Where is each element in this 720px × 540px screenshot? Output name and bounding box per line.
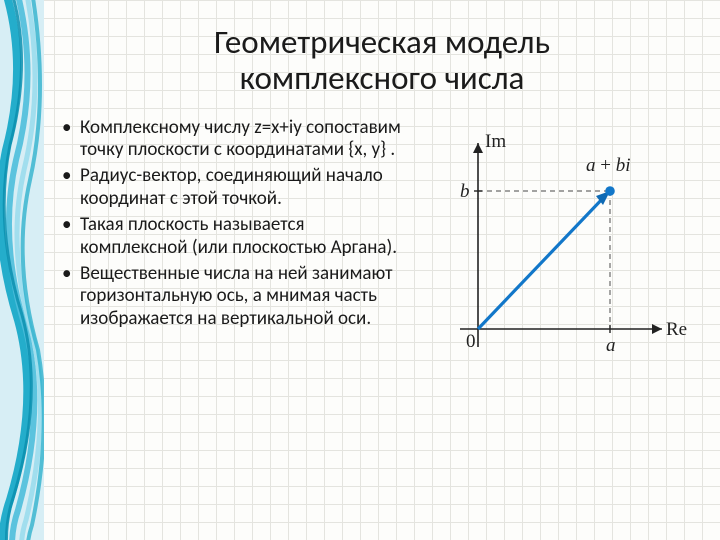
slide-content: Геометрическая модель комплексного числа… bbox=[44, 0, 720, 540]
decorative-left-strip bbox=[0, 0, 44, 540]
bullet-item: Вещественные числа на ней занимают гориз… bbox=[62, 263, 412, 330]
diagram-container: Im Re 0 a b a + bi bbox=[430, 117, 690, 389]
bullet-item: Такая плоскость называется комплексной (… bbox=[62, 214, 412, 259]
bullet-list: Комплексному числу z=x+iy сопоставим точ… bbox=[62, 117, 412, 335]
x-axis-arrow-icon bbox=[652, 324, 662, 334]
radius-vector bbox=[478, 195, 606, 329]
origin-label: 0 bbox=[466, 331, 476, 352]
a-axis-label: a bbox=[606, 335, 616, 356]
bullet-item: Радиус-вектор, соединяющий начало коорди… bbox=[62, 165, 412, 210]
b-axis-label: b bbox=[460, 181, 470, 202]
complex-plane-diagram: Im Re 0 a b a + bi bbox=[430, 129, 690, 389]
point-label-plus: + bbox=[596, 155, 616, 176]
title-line-2: комплексного числа bbox=[240, 58, 525, 98]
im-axis-label: Im bbox=[485, 131, 506, 152]
re-axis-label: Re bbox=[666, 319, 687, 340]
content-row: Комплексному числу z=x+iy сопоставим точ… bbox=[62, 117, 702, 389]
point-label-i: i bbox=[625, 155, 630, 176]
point-label: a + bi bbox=[586, 155, 631, 176]
bullet-item: Комплексному числу z=x+iy сопоставим точ… bbox=[62, 117, 412, 162]
y-axis-arrow-icon bbox=[473, 143, 483, 153]
slide-title: Геометрическая модель комплексного числа bbox=[62, 24, 702, 97]
complex-point bbox=[605, 186, 615, 196]
title-line-1: Геометрическая модель bbox=[214, 22, 550, 62]
point-label-b: b bbox=[616, 155, 626, 176]
point-label-a: a bbox=[586, 155, 596, 176]
